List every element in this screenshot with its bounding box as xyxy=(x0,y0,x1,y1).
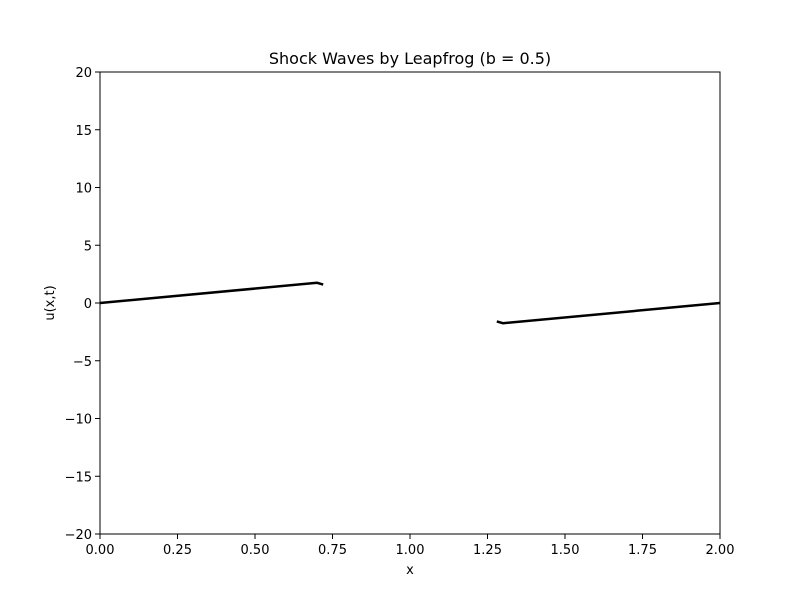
y-tick-label: 20 xyxy=(75,66,92,81)
x-tick-label: 0.00 xyxy=(86,543,115,558)
x-tick-label: 1.00 xyxy=(396,543,425,558)
x-tick-label: 1.75 xyxy=(628,543,657,558)
series-line-2 xyxy=(496,301,721,325)
y-tick-label: −15 xyxy=(65,470,92,485)
x-tick-label: 0.50 xyxy=(241,543,270,558)
y-tick-label: 10 xyxy=(75,182,92,197)
x-tick-label: 2.00 xyxy=(706,543,735,558)
series-line-1 xyxy=(99,281,324,305)
y-tick-label: 15 xyxy=(75,124,92,139)
y-tick-label: 5 xyxy=(84,239,92,254)
y-tick-label: −5 xyxy=(73,355,92,370)
x-tick-label: 0.75 xyxy=(318,543,347,558)
y-axis-ticks: −20 −15 −10 −5 0 5 10 15 20 xyxy=(65,66,100,543)
y-tick-label: −10 xyxy=(65,413,92,428)
x-axis-label: x xyxy=(406,563,414,578)
y-tick-label: 0 xyxy=(84,297,92,312)
x-tick-label: 1.50 xyxy=(551,543,580,558)
series-layer xyxy=(99,281,721,325)
y-axis-label: u(x,t) xyxy=(43,285,58,320)
chart-title: Shock Waves by Leapfrog (b = 0.5) xyxy=(269,49,551,68)
x-tick-label: 1.25 xyxy=(473,543,502,558)
y-tick-label: −20 xyxy=(65,528,92,543)
x-tick-label: 0.25 xyxy=(163,543,192,558)
x-axis-ticks: 0.00 0.25 0.50 0.75 1.00 1.25 1.50 1.75 2.00 xyxy=(86,534,735,558)
